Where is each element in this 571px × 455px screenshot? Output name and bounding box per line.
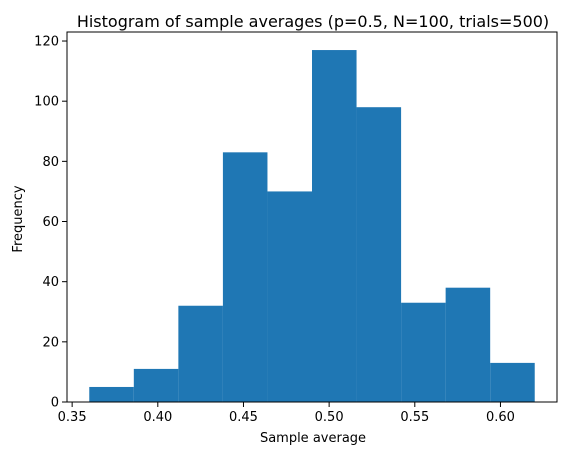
histogram-bar	[445, 287, 491, 402]
histogram-bar	[312, 50, 357, 403]
y-axis-ticks: 0 20 40 60 80 100 120	[34, 35, 67, 411]
y-tick-label: 0	[51, 396, 59, 411]
x-axis-label: Sample average	[260, 431, 366, 446]
x-tick-label: 0.40	[143, 410, 172, 425]
chart-title: Histogram of sample averages (p=0.5, N=1…	[77, 12, 549, 31]
histogram-bar	[133, 368, 179, 402]
y-tick-label: 20	[42, 335, 59, 350]
y-tick-label: 80	[42, 155, 59, 170]
bars-group	[89, 50, 535, 403]
y-tick-label: 100	[34, 95, 59, 110]
x-tick-label: 0.55	[400, 410, 429, 425]
histogram-bar	[89, 386, 134, 402]
histogram-bar	[178, 305, 223, 402]
plot-frame	[66, 31, 558, 403]
histogram-bar	[401, 302, 446, 402]
y-tick-label: 120	[34, 35, 59, 50]
histogram-bar	[356, 107, 402, 403]
x-axis-ticks: 0.35 0.40 0.45 0.50 0.55 0.60	[58, 402, 515, 425]
y-tick-label: 40	[42, 275, 59, 290]
histogram-bar	[490, 362, 535, 402]
histogram-bar	[267, 191, 312, 402]
x-tick-label: 0.45	[229, 410, 258, 425]
y-tick-label: 60	[42, 215, 59, 230]
x-tick-label: 0.50	[315, 410, 344, 425]
histogram-bar	[222, 152, 268, 402]
x-tick-label: 0.60	[486, 410, 515, 425]
x-tick-label: 0.35	[58, 410, 87, 425]
y-axis-label: Frequency	[11, 185, 26, 252]
